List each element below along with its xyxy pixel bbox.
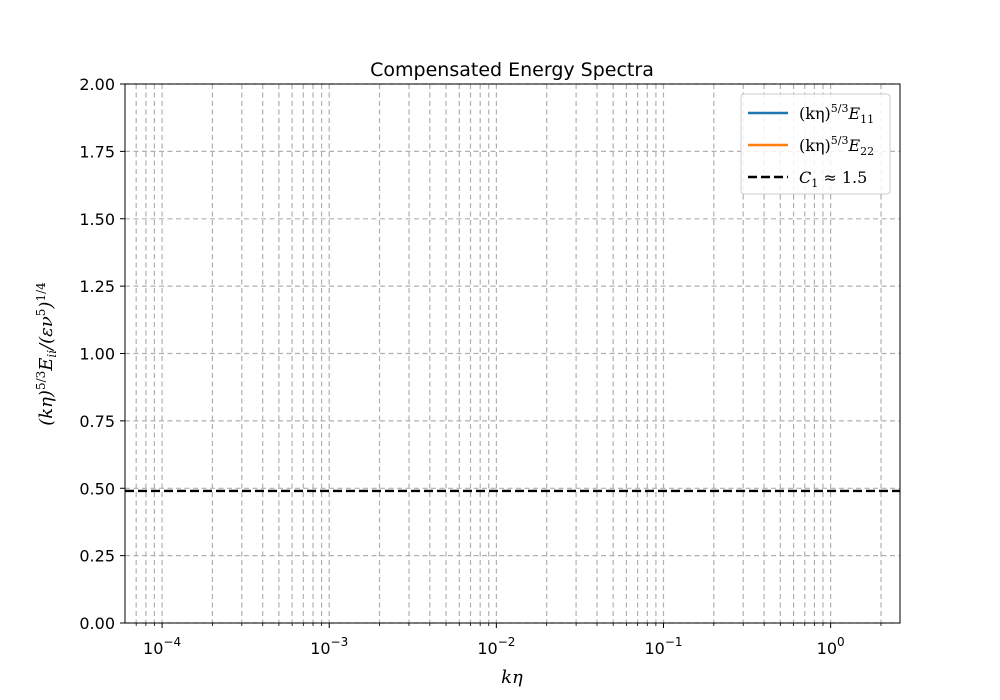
legend-entry-3: C1 ≈ 1.5 [799,168,867,190]
legend: (kη)5/3E11 (kη)5/3E22 C1 ≈ 1.5 [740,93,891,195]
y-tick-label: 1.75 [79,142,115,161]
y-axis-label: (kη)5/3Eii/(εν5)1/4 [34,282,59,426]
x-tick-label: 100 [817,635,845,658]
y-tick-label: 0.00 [79,614,115,633]
x-tick-label: 10−1 [644,635,682,658]
legend-box [740,93,891,195]
x-tick-label: 10−3 [310,635,348,658]
y-tick-label: 0.25 [79,547,115,566]
y-tick-label: 0.75 [79,412,115,431]
x-tick-label: 10−2 [477,635,515,658]
legend-entry-1: (kη)5/3E11 [799,102,874,126]
y-tick-label: 2.00 [79,75,115,94]
x-tick-label: 10−4 [143,635,181,658]
y-tick-label: 1.50 [79,210,115,229]
y-tick-label: 1.25 [79,277,115,296]
y-axis-ticks: 0.00 0.25 0.50 0.75 1.00 1.25 1.50 1.75 2.00 [79,75,125,633]
legend-entry-2: (kη)5/3E22 [799,134,874,158]
y-tick-label: 1.00 [79,345,115,364]
y-tick-label: 0.50 [79,479,115,498]
x-axis-label: kη [501,667,523,688]
x-axis-ticks: 10−4 10−3 10−2 10−1 100 [135,623,882,658]
chart-title: Compensated Energy Spectra [370,59,654,81]
